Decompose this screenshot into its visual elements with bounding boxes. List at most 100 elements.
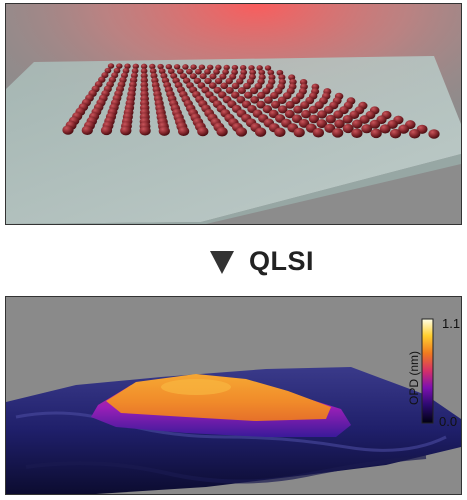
nanoparticle bbox=[325, 114, 336, 124]
nanoparticle bbox=[293, 105, 303, 114]
nanoparticle bbox=[231, 91, 240, 99]
nanoparticle bbox=[222, 69, 229, 75]
nanoparticle bbox=[165, 63, 172, 70]
nanoparticle bbox=[240, 69, 248, 76]
nanoparticle bbox=[324, 123, 336, 133]
nanoparticle bbox=[176, 68, 184, 75]
nanoparticle bbox=[268, 74, 276, 81]
nanoparticle bbox=[291, 96, 301, 105]
nanoparticle bbox=[189, 73, 197, 80]
nanoparticle bbox=[238, 73, 247, 80]
nanoparticle bbox=[140, 77, 149, 84]
nanoparticle bbox=[182, 77, 191, 84]
nanoparticle bbox=[236, 95, 246, 104]
nanoparticle bbox=[167, 68, 175, 75]
nanoparticle bbox=[264, 65, 272, 71]
nanoparticle bbox=[398, 124, 410, 134]
nanoparticle bbox=[271, 100, 281, 109]
nanoparticle bbox=[157, 63, 164, 70]
nanoparticle bbox=[262, 87, 271, 95]
nanoparticle bbox=[278, 74, 286, 81]
nanoparticle bbox=[359, 115, 370, 124]
colorbar-min-label: 0.0 bbox=[439, 414, 457, 429]
nanoparticle bbox=[351, 128, 363, 138]
nanoparticle bbox=[149, 68, 157, 74]
nanoparticle bbox=[158, 68, 166, 75]
nanoparticle bbox=[267, 69, 275, 76]
nanoparticle bbox=[244, 91, 253, 99]
nanoparticle bbox=[389, 128, 402, 139]
opd-surface-plot: 1.1 0.0 OPD (nm) bbox=[6, 297, 461, 494]
nanoparticle bbox=[258, 69, 266, 76]
nanoparticle bbox=[225, 86, 234, 94]
nanoparticle bbox=[209, 73, 217, 80]
nanoparticle bbox=[220, 82, 229, 90]
nanoparticle bbox=[334, 119, 345, 129]
nanoparticle bbox=[124, 63, 131, 69]
nanoparticle bbox=[379, 124, 391, 134]
nanoparticle bbox=[237, 87, 246, 95]
nanoparticle bbox=[293, 127, 305, 138]
nanoparticle bbox=[255, 127, 267, 137]
nanoparticle bbox=[262, 105, 273, 114]
method-label: QLSI bbox=[249, 246, 315, 276]
nanoparticle bbox=[308, 114, 319, 124]
nanoparticle bbox=[100, 125, 113, 136]
nanoparticle bbox=[193, 77, 202, 85]
colorbar-max-label: 1.1 bbox=[442, 316, 460, 331]
nanoparticle bbox=[409, 129, 421, 139]
nanoparticle bbox=[179, 73, 188, 80]
nanoparticle bbox=[140, 63, 148, 70]
nanoparticle bbox=[254, 82, 263, 90]
nanoparticle bbox=[301, 110, 311, 119]
nanoparticle bbox=[323, 105, 334, 114]
nanoparticle bbox=[231, 69, 238, 76]
nanoparticle bbox=[139, 126, 151, 136]
nanoparticle bbox=[113, 67, 121, 74]
nanoparticle bbox=[182, 64, 189, 70]
nanoparticle bbox=[236, 78, 244, 85]
nanoparticle bbox=[207, 64, 214, 71]
nanoparticle bbox=[199, 73, 207, 80]
nanoparticle bbox=[256, 100, 266, 109]
nanoparticle bbox=[158, 126, 170, 136]
nanoparticle bbox=[116, 63, 123, 69]
nanoparticle bbox=[316, 119, 328, 129]
nanoparticle bbox=[312, 127, 324, 138]
nanoparticle bbox=[178, 126, 190, 137]
nanoparticle bbox=[277, 96, 287, 104]
nanoparticle bbox=[122, 67, 130, 74]
nanoparticle bbox=[107, 63, 115, 69]
nanoparticle bbox=[351, 119, 363, 129]
nanoparticle bbox=[248, 65, 255, 71]
nanoparticle bbox=[300, 101, 310, 109]
nanoparticle bbox=[101, 72, 109, 79]
nanoparticle-array-illustration bbox=[6, 4, 461, 224]
nanoparticle bbox=[264, 96, 273, 104]
down-triangle-icon bbox=[210, 251, 234, 274]
nanoparticle bbox=[140, 68, 148, 74]
nanoparticle bbox=[213, 86, 222, 94]
nanoparticle bbox=[240, 64, 247, 71]
nanoparticle bbox=[342, 114, 353, 124]
nanoparticle bbox=[256, 65, 263, 71]
nanoparticle bbox=[235, 127, 247, 137]
nanoparticle bbox=[277, 105, 288, 114]
nanoparticle bbox=[361, 124, 373, 134]
nanoparticle bbox=[104, 67, 112, 74]
nanoparticle bbox=[120, 125, 132, 136]
nanoparticle bbox=[257, 91, 266, 99]
nanoparticle-grid bbox=[62, 63, 440, 139]
nanoparticle bbox=[249, 69, 257, 76]
nanoparticle bbox=[333, 110, 344, 119]
nanoparticle bbox=[428, 129, 440, 139]
nanoparticle bbox=[131, 68, 139, 74]
opd-surface-panel: 1.1 0.0 OPD (nm) bbox=[5, 296, 462, 495]
nanoparticle bbox=[140, 72, 148, 79]
nanoparticle bbox=[284, 109, 295, 119]
nanoparticle bbox=[130, 72, 138, 79]
nanoparticle bbox=[387, 119, 398, 129]
nanoparticle bbox=[198, 64, 206, 70]
nanoparticle bbox=[215, 64, 222, 71]
illumination-panel bbox=[5, 3, 462, 225]
